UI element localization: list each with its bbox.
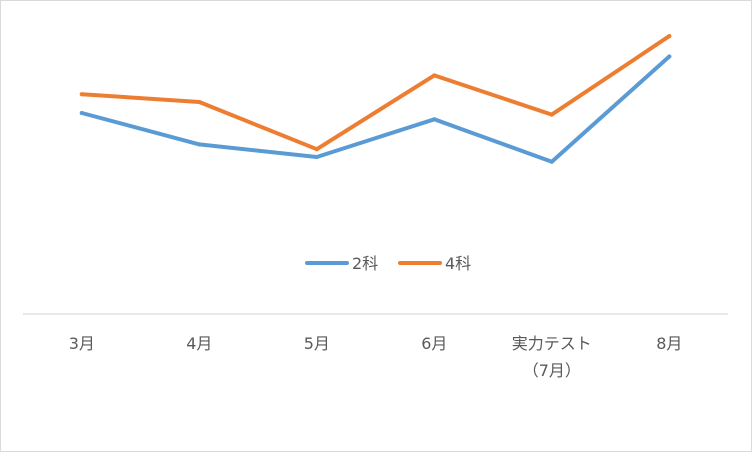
data-point-1-4 — [549, 112, 554, 117]
legend: 2科 4科 — [305, 254, 471, 273]
x-tick-label: 4月 — [186, 334, 212, 353]
x-tick-label: 5月 — [304, 334, 330, 353]
data-point-1-3 — [432, 73, 437, 78]
data-point-0-0 — [79, 111, 84, 115]
series-line-0 — [79, 54, 672, 164]
x-tick-labels: 3月 4月 5月 6月 実力テスト（7月） 8月 — [69, 334, 683, 380]
data-point-0-1 — [197, 142, 202, 147]
data-point-0-3 — [432, 117, 437, 122]
data-point-1-0 — [79, 92, 84, 97]
data-point-1-2 — [314, 147, 319, 152]
legend-label-0: 2科 — [352, 254, 378, 273]
data-point-1-1 — [197, 100, 202, 104]
data-point-0-2 — [314, 155, 319, 159]
legend-label-1: 4科 — [445, 254, 471, 273]
data-point-0-4 — [549, 159, 554, 164]
data-point-1-5 — [667, 34, 672, 39]
series-line-1 — [79, 34, 672, 152]
x-tick-label: 6月 — [421, 334, 447, 353]
x-tick-label: 8月 — [656, 334, 682, 353]
data-point-0-5 — [667, 54, 672, 59]
x-tick-label: 3月 — [69, 334, 95, 353]
x-tick-label: 実力テスト（7月） — [512, 334, 592, 380]
series-layer — [79, 34, 672, 164]
